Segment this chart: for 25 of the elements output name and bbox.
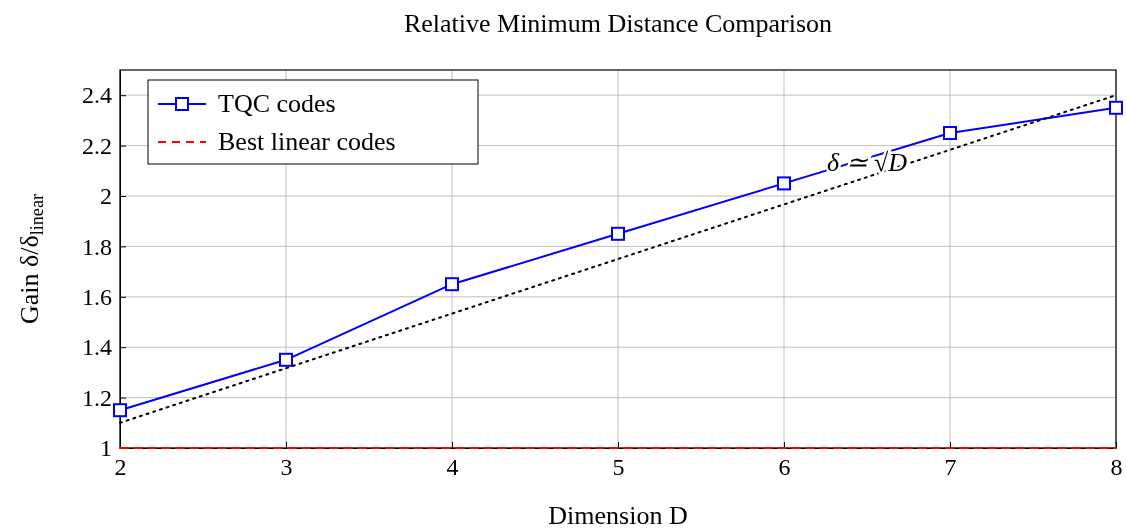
x-tick-label: 4 — [446, 454, 459, 481]
y-tick-label: 1.4 — [82, 334, 112, 361]
point — [445, 277, 459, 292]
point — [113, 403, 127, 418]
x-tick-label: 5 — [612, 454, 625, 481]
point — [279, 352, 293, 367]
y-tick-label: 1.2 — [82, 384, 112, 411]
x-tick-label: 3 — [280, 454, 293, 481]
point — [943, 126, 957, 140]
x-tick-label: 7 — [944, 454, 957, 481]
y-tick-label: 2.2 — [82, 132, 112, 159]
chart-title: Relative Minimum Distance Comparison — [403, 9, 833, 38]
x-tick-label: 8 — [1110, 454, 1123, 481]
legend-label: TQC codes — [218, 89, 336, 118]
y-tick-label: 1.8 — [82, 233, 112, 260]
y-tick-label: 1.6 — [82, 283, 112, 310]
point — [777, 176, 791, 191]
y-tick-label: 2.4 — [82, 82, 112, 109]
x-axis-title: Dimension D — [548, 501, 688, 530]
legend-label: Best linear codes — [218, 127, 396, 156]
y-tick-label: 2 — [100, 183, 112, 210]
point — [1109, 100, 1123, 115]
point — [611, 226, 625, 241]
x-tick-label: 6 — [778, 454, 791, 481]
y-tick-label: 1 — [100, 435, 112, 462]
